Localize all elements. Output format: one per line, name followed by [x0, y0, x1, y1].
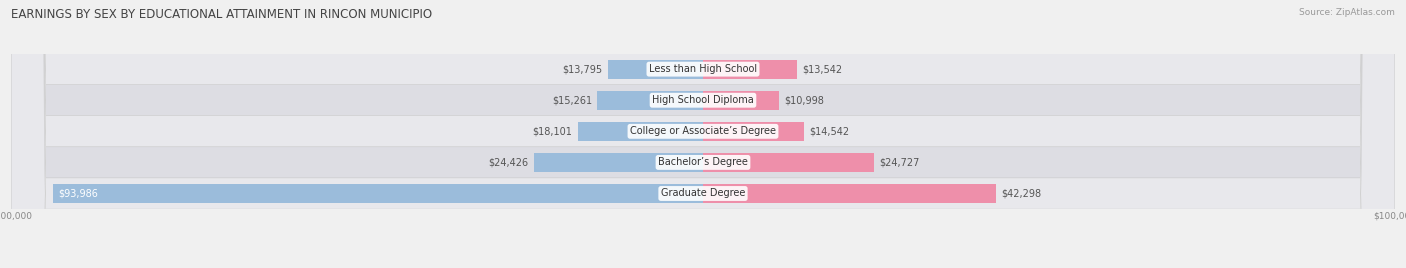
Bar [578, 122, 703, 141]
Text: High School Diploma: High School Diploma [652, 95, 754, 105]
FancyBboxPatch shape [11, 0, 1395, 268]
Legend: Male, Female: Male, Female [654, 267, 752, 268]
Bar [703, 184, 995, 203]
Text: EARNINGS BY SEX BY EDUCATIONAL ATTAINMENT IN RINCON MUNICIPIO: EARNINGS BY SEX BY EDUCATIONAL ATTAINMEN… [11, 8, 433, 21]
Bar [703, 122, 804, 141]
Text: $13,795: $13,795 [562, 64, 602, 74]
FancyBboxPatch shape [11, 0, 1395, 268]
Text: $24,426: $24,426 [488, 157, 529, 168]
Text: $10,998: $10,998 [785, 95, 824, 105]
Text: Source: ZipAtlas.com: Source: ZipAtlas.com [1299, 8, 1395, 17]
Bar [703, 153, 875, 172]
FancyBboxPatch shape [11, 0, 1395, 268]
Text: $24,727: $24,727 [880, 157, 920, 168]
Bar [53, 184, 703, 203]
FancyBboxPatch shape [11, 0, 1395, 268]
Bar [703, 91, 779, 110]
Bar [607, 59, 703, 79]
Text: Less than High School: Less than High School [650, 64, 756, 74]
Bar [598, 91, 703, 110]
Text: $42,298: $42,298 [1001, 188, 1042, 199]
Text: College or Associate’s Degree: College or Associate’s Degree [630, 126, 776, 136]
Text: $14,542: $14,542 [808, 126, 849, 136]
Text: $18,101: $18,101 [533, 126, 572, 136]
Text: Graduate Degree: Graduate Degree [661, 188, 745, 199]
Bar [703, 59, 797, 79]
Text: $93,986: $93,986 [59, 188, 98, 199]
Text: Bachelor’s Degree: Bachelor’s Degree [658, 157, 748, 168]
Bar [534, 153, 703, 172]
Text: $15,261: $15,261 [551, 95, 592, 105]
Text: $13,542: $13,542 [803, 64, 842, 74]
FancyBboxPatch shape [11, 0, 1395, 268]
